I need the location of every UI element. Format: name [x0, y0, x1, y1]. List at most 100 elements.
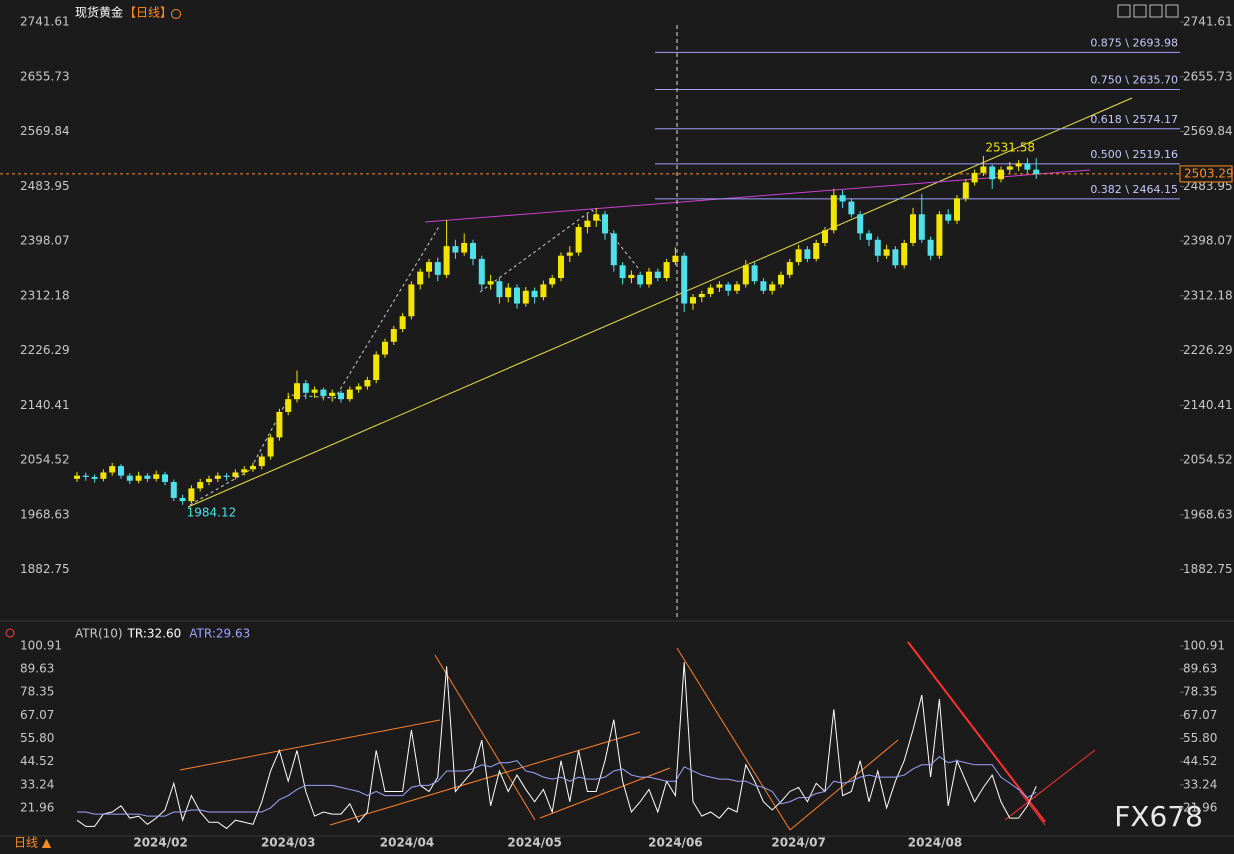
candle-body	[602, 214, 608, 234]
candle-body	[962, 182, 969, 199]
candle-body	[927, 239, 934, 256]
candle-body	[329, 392, 336, 396]
candle-body	[690, 297, 696, 304]
candle-body	[144, 475, 151, 479]
tool-icon[interactable]	[1165, 4, 1179, 18]
candle-body	[232, 472, 239, 477]
candle-body	[593, 214, 600, 221]
trend-line	[329, 731, 641, 826]
candle-body	[760, 281, 767, 291]
candle-body	[971, 172, 978, 183]
x-tick-label: 2024/08	[908, 836, 962, 850]
candle-body	[584, 220, 591, 228]
settings-icon[interactable]	[171, 9, 181, 19]
candle-body	[452, 246, 459, 253]
candle-body	[382, 341, 388, 355]
candle-body	[654, 271, 661, 279]
y-tick-label: 2226.29	[1183, 343, 1233, 357]
candle-body	[918, 214, 925, 240]
y-tick-label: 2054.52	[20, 453, 70, 467]
candle-body	[998, 169, 1004, 180]
y-tick-label: 33.24	[20, 777, 54, 791]
y-tick-label: 2054.52	[1183, 453, 1233, 467]
tool-icon[interactable]	[1117, 4, 1131, 18]
y-tick-label: 55.80	[1183, 731, 1217, 745]
y-tick-label: 78.35	[1183, 685, 1217, 699]
indicator-line	[77, 755, 1037, 817]
candle-body	[848, 201, 855, 215]
y-tick-label: 1882.75	[20, 562, 70, 576]
y-tick-label: 2483.95	[20, 179, 70, 193]
candle-body	[206, 478, 212, 483]
trend-line	[1004, 749, 1096, 821]
y-tick-label: 44.52	[1183, 754, 1217, 768]
y-tick-label: 2741.61	[20, 15, 70, 29]
y-tick-label: 2312.18	[20, 288, 70, 302]
indicator-icon[interactable]	[5, 628, 15, 638]
candle-body	[813, 242, 820, 259]
candle-body	[778, 274, 784, 285]
candle-body	[250, 466, 256, 470]
y-tick-label: 2140.41	[20, 398, 70, 412]
trend-line	[424, 169, 1091, 223]
candle-body	[399, 316, 406, 330]
candle-body	[276, 411, 283, 438]
indicator-line	[76, 662, 1037, 830]
y-tick-label: 2569.84	[1183, 124, 1233, 138]
candle-body	[769, 284, 776, 291]
candle-body	[188, 488, 195, 502]
price-tag	[1179, 165, 1233, 183]
tool-icon[interactable]	[1149, 4, 1163, 18]
trend-line	[789, 739, 899, 831]
candle-body	[1015, 163, 1022, 167]
candle-body	[936, 214, 943, 256]
atr-lines	[179, 647, 899, 831]
candle-body	[725, 284, 732, 291]
candle-body	[901, 242, 908, 266]
toolbar	[1117, 4, 1179, 18]
candle-body	[716, 284, 723, 288]
candle-body	[566, 252, 573, 256]
candle-body	[646, 271, 652, 285]
y-tick-label: 1882.75	[1183, 562, 1233, 576]
y-tick-label: 89.63	[20, 662, 54, 676]
candle-body	[223, 475, 230, 477]
y-tick-label: 2140.41	[1183, 398, 1233, 412]
candle-body	[989, 166, 996, 180]
y-tick-label: 2655.73	[20, 69, 70, 83]
candle-body	[707, 287, 714, 294]
candle-body	[610, 233, 617, 266]
x-tick-label: 2024/07	[771, 836, 825, 850]
candle-body	[874, 239, 881, 256]
candle-body	[311, 389, 318, 393]
price-tag-label: 2503.29	[1184, 166, 1234, 180]
tool-icon[interactable]	[1133, 4, 1147, 18]
y-tick-label: 2226.29	[20, 343, 70, 357]
candle-body	[82, 475, 89, 477]
period-switch[interactable]: 日线 ▲	[14, 836, 52, 850]
candle-body	[338, 392, 344, 400]
trend-line	[187, 97, 1133, 508]
candle-body	[857, 214, 864, 234]
candle-body	[74, 475, 80, 479]
x-tick-label: 2024/04	[380, 836, 434, 850]
fib-label: 0.875 \ 2693.98	[1090, 36, 1178, 49]
y-tick-label: 100.91	[20, 638, 62, 652]
candle-body	[364, 380, 371, 387]
candle-body	[267, 437, 274, 457]
candle-body	[390, 329, 397, 342]
wave-line	[479, 209, 639, 293]
candle-body	[91, 476, 98, 479]
candle-body	[1024, 163, 1031, 170]
candle-body	[126, 475, 133, 481]
candle-body	[505, 287, 512, 298]
y-tick-label: 55.80	[20, 731, 54, 745]
candle-body	[945, 214, 952, 221]
candle-body	[786, 262, 793, 275]
y-tick-label: 2398.07	[1183, 234, 1233, 248]
candle-body	[320, 389, 327, 396]
candle-body	[522, 290, 529, 304]
legend-entry: TR:32.60	[127, 627, 182, 641]
